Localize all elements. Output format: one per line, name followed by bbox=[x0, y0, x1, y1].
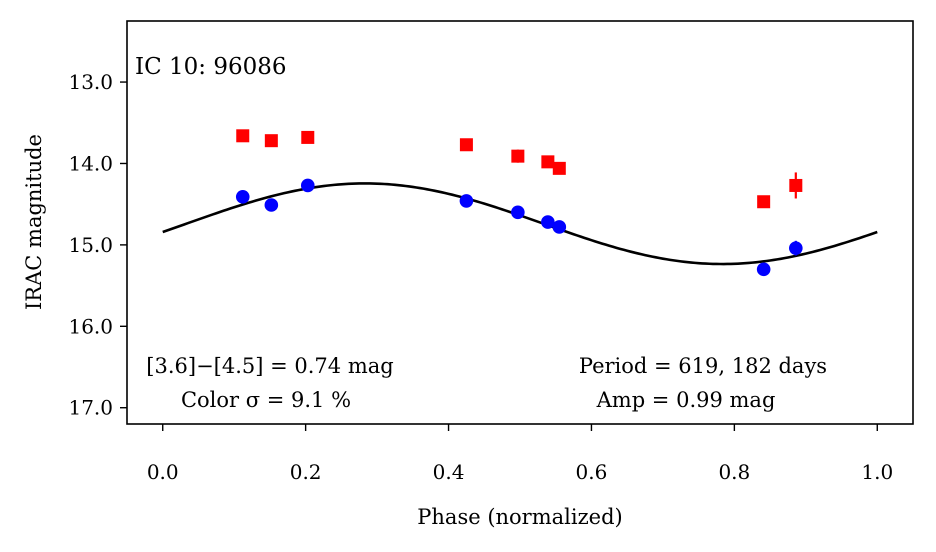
x-tick-label: 0.8 bbox=[718, 460, 750, 484]
data-point-square bbox=[789, 178, 803, 192]
data-layer bbox=[235, 129, 803, 277]
y-tick-label: 15.0 bbox=[68, 233, 113, 257]
data-point-circle bbox=[459, 194, 474, 208]
data-point-square bbox=[511, 149, 525, 163]
x-axis-label: Phase (normalized) bbox=[417, 505, 622, 529]
data-point-circle bbox=[756, 262, 771, 277]
y-tick-label: 17.0 bbox=[68, 396, 113, 420]
y-tick-label: 13.0 bbox=[68, 70, 113, 94]
data-point-square bbox=[301, 130, 315, 144]
x-tick-label: 0.6 bbox=[576, 460, 608, 484]
data-point-circle bbox=[511, 205, 525, 220]
data-point-circle bbox=[264, 198, 279, 212]
data-point-square bbox=[459, 138, 473, 152]
data-point-circle bbox=[789, 241, 803, 255]
y-axis-ticks: 13.0 14.0 15.0 16.0 17.0 bbox=[68, 70, 127, 420]
plot-frame bbox=[126, 20, 914, 425]
data-point-circle bbox=[552, 220, 567, 234]
data-point-square bbox=[541, 155, 555, 169]
data-point-square bbox=[757, 195, 771, 209]
period-annotation: Period = 619, 182 days bbox=[579, 354, 827, 378]
y-axis-label: IRAC magnitude bbox=[22, 134, 46, 310]
y-tick-label: 14.0 bbox=[68, 151, 113, 175]
y-tick-label: 16.0 bbox=[68, 314, 113, 338]
color-sigma-annotation: Color σ = 9.1 % bbox=[181, 388, 351, 412]
x-axis-ticks: 0.0 0.2 0.4 0.6 0.8 1.0 bbox=[147, 424, 893, 484]
amplitude-annotation: Amp = 0.99 mag bbox=[596, 388, 776, 412]
data-point-circle bbox=[235, 190, 250, 204]
data-point-square bbox=[552, 161, 566, 175]
x-tick-label: 0.2 bbox=[290, 460, 322, 484]
chart-title: IC 10: 96086 bbox=[135, 54, 287, 80]
series-square-group bbox=[236, 129, 803, 209]
series-circle-group bbox=[235, 178, 803, 277]
data-point-square bbox=[236, 129, 250, 143]
x-tick-label: 0.0 bbox=[147, 460, 179, 484]
x-tick-label: 0.4 bbox=[433, 460, 465, 484]
x-tick-label: 1.0 bbox=[861, 460, 893, 484]
color-annotation: [3.6]−[4.5] = 0.74 mag bbox=[146, 354, 393, 378]
data-point-square bbox=[264, 134, 278, 148]
data-point-circle bbox=[541, 215, 555, 229]
data-point-circle bbox=[300, 178, 315, 193]
